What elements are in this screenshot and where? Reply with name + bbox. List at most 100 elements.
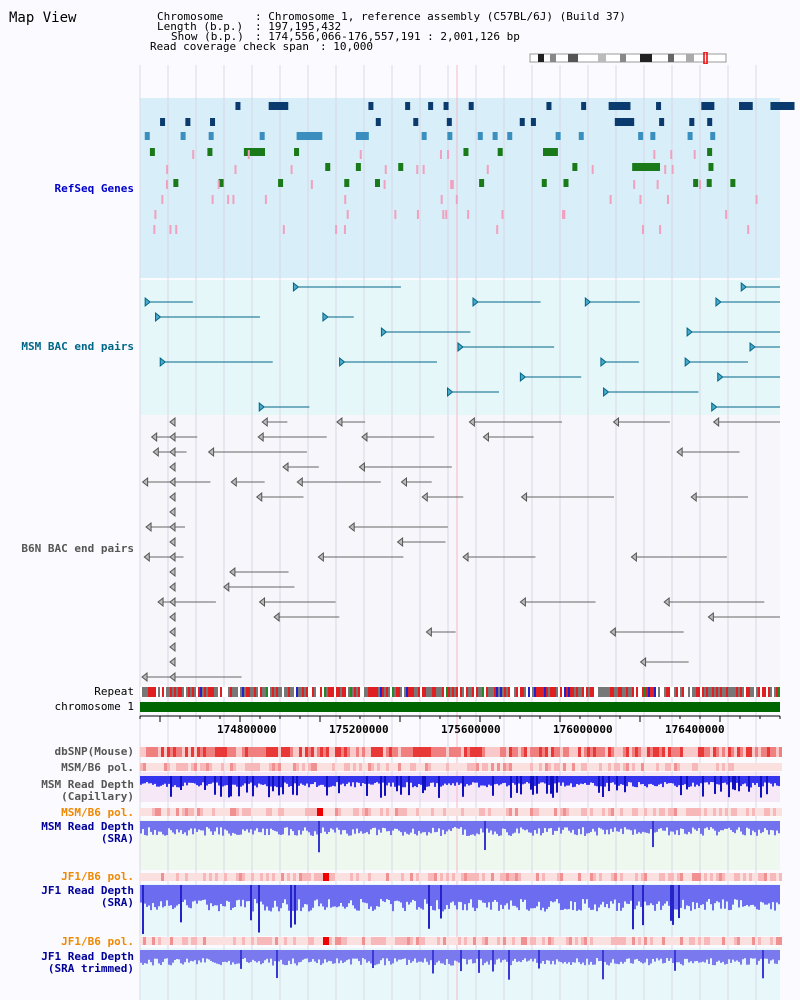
depth-bin [420, 885, 422, 909]
pol-bin [509, 873, 512, 881]
depth-bin [658, 821, 660, 829]
refseq-minor-mark [416, 165, 419, 174]
pol-bin [770, 763, 773, 771]
pol-bin [428, 873, 431, 881]
depth-bin [684, 776, 686, 785]
repeat-element [762, 687, 764, 697]
bac-end-marker [169, 416, 176, 428]
repeat-element [628, 687, 630, 697]
pol-bin [347, 937, 350, 945]
depth-bin [156, 885, 158, 910]
dbsnp-bin [665, 747, 668, 757]
depth-bin [414, 950, 416, 959]
pol-bin [464, 873, 467, 881]
depth-bin [674, 821, 676, 835]
depth-bin [296, 950, 298, 966]
pol-bin [593, 937, 596, 945]
depth-bin [230, 821, 232, 836]
pol-bin [461, 763, 464, 771]
depth-bin [164, 950, 166, 959]
pol-bin [578, 937, 581, 945]
depth-bin [776, 885, 778, 903]
pol-bin [662, 808, 665, 816]
pol-bin [692, 937, 695, 945]
depth-bin [364, 885, 366, 903]
depth-bin [584, 885, 586, 904]
chromosome-ideogram[interactable] [528, 52, 730, 64]
pol-bin [707, 808, 710, 816]
chromosome-bar [140, 702, 780, 712]
pol-bin [356, 937, 359, 945]
depth-bin [236, 950, 238, 964]
depth-bin [522, 885, 524, 902]
depth-bin [270, 950, 272, 959]
depth-bin [232, 776, 234, 785]
dbsnp-bin [467, 747, 470, 757]
depth-bin [640, 950, 642, 963]
repeat-element [302, 687, 304, 697]
pol-bin [170, 873, 173, 881]
depth-bin [268, 950, 270, 963]
pol-bin [575, 808, 578, 816]
dbsnp-bin [674, 747, 677, 757]
depth-bin [180, 950, 182, 964]
depth-bin [700, 821, 702, 834]
dbsnp-bin [545, 747, 548, 757]
repeat-element [216, 687, 218, 697]
pol-bin [140, 808, 143, 816]
gene-exon [398, 163, 404, 171]
dbsnp-bin [614, 747, 617, 757]
depth-bin [210, 950, 212, 961]
refseq-minor-mark [486, 165, 489, 174]
depth-bin [436, 885, 438, 901]
pol-bin [716, 873, 719, 881]
pol-bin [665, 937, 668, 945]
depth-bin [436, 950, 438, 963]
depth-bin [216, 950, 218, 964]
gene-exon [530, 118, 536, 126]
repeat-element [698, 687, 700, 697]
gene-exon [614, 118, 635, 126]
repeat-element [202, 687, 204, 697]
pol-bin [323, 937, 326, 945]
pol-bin [200, 808, 203, 816]
depth-bin [186, 776, 188, 786]
depth-bin [578, 885, 580, 910]
depth-bin [574, 821, 576, 835]
depth-bin [438, 885, 440, 910]
repeat-element [710, 687, 712, 697]
dbsnp-bin [143, 747, 146, 757]
depth-bin [330, 821, 332, 829]
pol-bin [581, 808, 584, 816]
depth-bin [640, 821, 642, 834]
depth-bin [430, 885, 432, 906]
pol-bin [152, 873, 155, 881]
pol-bin [257, 873, 260, 881]
pol-bin [554, 763, 557, 771]
depth-bin [446, 776, 448, 785]
pol-bin [392, 808, 395, 816]
repeat-element [538, 687, 540, 697]
repeat-element [412, 687, 414, 697]
depth-bin [586, 776, 588, 785]
pol-bin [545, 937, 548, 945]
depth-bin [656, 821, 658, 832]
depth-bin [544, 821, 546, 828]
dbsnp-bin [551, 747, 554, 757]
depth-bin [636, 821, 638, 834]
pol-bin [188, 937, 191, 945]
depth-bin [376, 776, 378, 783]
refseq-minor-mark [447, 150, 450, 159]
pol-bin [257, 808, 260, 816]
depth-bin [256, 776, 258, 788]
pol-bin [458, 808, 461, 816]
depth-bin [698, 950, 700, 963]
pol-bin [542, 937, 545, 945]
pol-bin [197, 808, 200, 816]
repeat-element [510, 687, 512, 697]
depth-bin [666, 885, 668, 902]
dbsnp-bin [140, 747, 143, 757]
depth-bin [224, 950, 226, 962]
depth-bin [232, 950, 234, 963]
